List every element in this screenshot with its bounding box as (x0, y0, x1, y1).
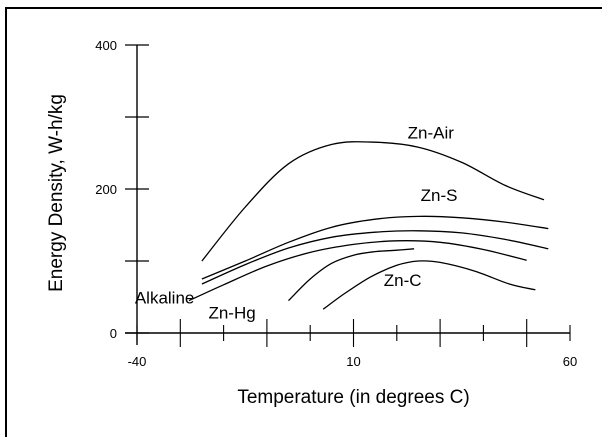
series-line-zn-s (201, 215, 549, 280)
x-tick-label: -40 (128, 354, 147, 369)
series-line-zn-hg (288, 248, 415, 302)
series-label-alkaline: Alkaline (135, 288, 195, 307)
series-line-alkaline (188, 240, 527, 302)
y-axis-title: Energy Density, W-h/kg (46, 94, 67, 292)
series-label-zn-s: Zn-S (421, 186, 458, 205)
y-tick-label: 400 (95, 38, 117, 53)
series-label-zn-air: Zn-Air (408, 124, 455, 143)
y-tick-label: 200 (95, 182, 117, 197)
series-line-zn-air (201, 141, 545, 262)
chart-frame (5, 7, 602, 437)
series-label-zn-c: Zn-C (384, 271, 422, 290)
x-tick-label: 10 (346, 354, 360, 369)
x-axis-title: Temperature (in degrees C) (237, 387, 469, 408)
series-line-zn-c (322, 260, 536, 310)
x-tick-label: 60 (563, 354, 577, 369)
series-line-unlabeled-2 (201, 230, 549, 285)
y-tick-label: 0 (110, 326, 117, 341)
series-label-zn-hg: Zn-Hg (208, 304, 255, 323)
